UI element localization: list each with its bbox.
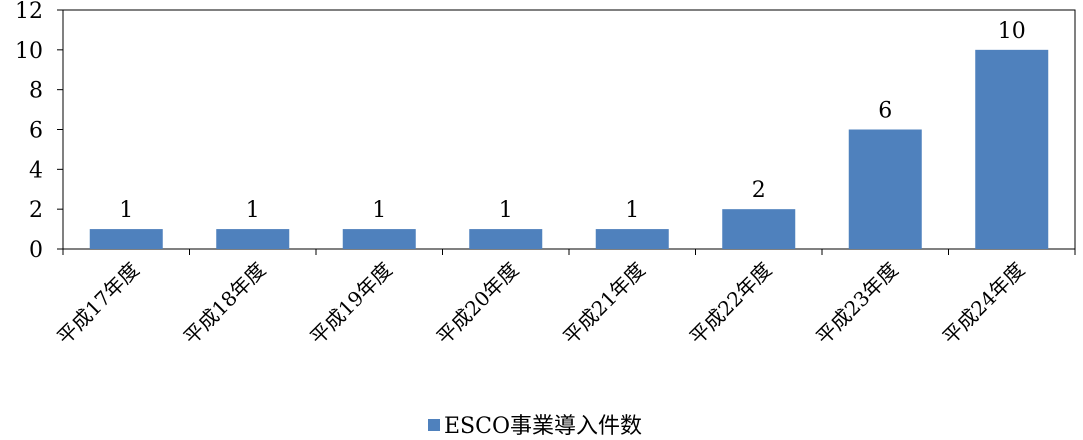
- data-label: 1: [499, 198, 513, 223]
- x-category-label: 平成21年度: [558, 258, 650, 350]
- bars: [89, 49, 1049, 250]
- plot-area: [62, 9, 1076, 250]
- x-category-label: 平成24年度: [938, 258, 1030, 350]
- legend-label: ESCO事業導入件数: [444, 414, 642, 439]
- bar: [595, 229, 669, 249]
- y-tick-label: 2: [29, 198, 43, 223]
- bar: [216, 229, 290, 249]
- x-category-label: 平成22年度: [685, 258, 777, 350]
- data-label: 2: [752, 178, 766, 203]
- y-axis: 0 2 4 6 8 10 12: [15, 0, 63, 263]
- bar: [469, 229, 543, 249]
- data-label: 1: [119, 198, 133, 223]
- x-category-label: 平成18年度: [179, 258, 271, 350]
- x-category-label: 平成23年度: [811, 258, 903, 350]
- x-axis: 平成17年度 平成18年度 平成19年度 平成20年度 平成21年度 平成22年度 平成23…: [52, 249, 1076, 350]
- data-label: 10: [998, 19, 1026, 44]
- data-label: 1: [246, 198, 260, 223]
- y-tick-label: 10: [15, 39, 43, 64]
- y-tick-label: 6: [29, 119, 43, 144]
- x-category-label: 平成20年度: [432, 258, 524, 350]
- bar: [342, 229, 416, 249]
- bar: [722, 209, 796, 249]
- data-label: 1: [372, 198, 386, 223]
- bar: [89, 229, 163, 249]
- bar: [848, 129, 922, 249]
- bar: [975, 49, 1049, 250]
- plot-frame: [62, 9, 1076, 250]
- data-labels: 1 1 1 1 1 2 6 10: [119, 19, 1026, 223]
- x-category-label: 平成17年度: [52, 258, 144, 350]
- x-category-label: 平成19年度: [305, 258, 397, 350]
- data-label: 1: [625, 198, 639, 223]
- y-tick-label: 4: [29, 158, 43, 183]
- y-tick-label: 12: [15, 0, 43, 24]
- y-tick-label: 8: [29, 79, 43, 104]
- y-tick-label: 0: [29, 238, 43, 263]
- data-label: 6: [878, 99, 892, 124]
- legend: ESCO事業導入件数: [428, 414, 642, 439]
- legend-swatch: [428, 419, 440, 431]
